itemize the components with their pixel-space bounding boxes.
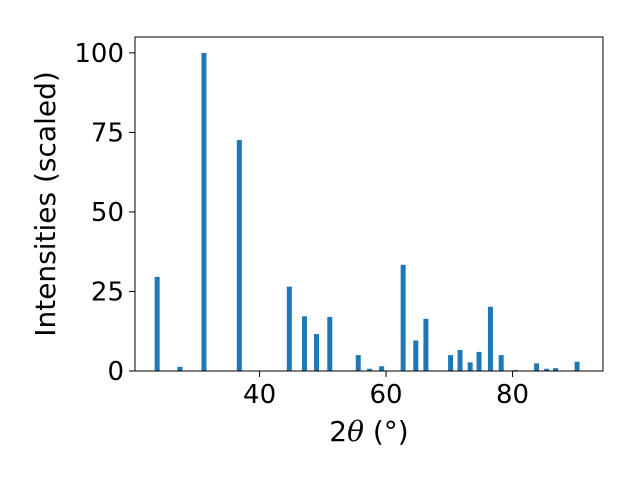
bar bbox=[476, 351, 482, 371]
bar bbox=[301, 316, 307, 371]
bar-group bbox=[154, 52, 580, 372]
bar bbox=[413, 340, 419, 371]
x-tick-label: 40 bbox=[243, 380, 276, 410]
bar bbox=[457, 350, 463, 371]
y-tick-label: 25 bbox=[91, 277, 124, 307]
bar bbox=[367, 368, 373, 371]
y-tick-label: 0 bbox=[107, 357, 124, 387]
bar bbox=[379, 366, 385, 371]
bar bbox=[154, 276, 160, 371]
bar bbox=[327, 316, 333, 371]
x-axis: 40 60 80 bbox=[243, 371, 529, 410]
bar bbox=[286, 286, 292, 371]
y-tick-label: 100 bbox=[74, 39, 124, 69]
bar bbox=[177, 366, 183, 371]
bar bbox=[355, 355, 361, 371]
bar bbox=[553, 368, 559, 371]
bar bbox=[467, 362, 473, 371]
bar bbox=[574, 361, 580, 371]
x-tick-label: 80 bbox=[496, 380, 529, 410]
plot-area-frame bbox=[134, 36, 604, 372]
y-tick-label: 50 bbox=[91, 198, 124, 228]
x-axis-label: 2θ (°) bbox=[329, 415, 408, 448]
bar bbox=[498, 355, 504, 371]
bar bbox=[448, 355, 454, 371]
bar bbox=[236, 140, 242, 371]
y-axis: 0 25 50 75 100 bbox=[74, 39, 135, 387]
bar bbox=[423, 318, 429, 371]
bar bbox=[201, 52, 207, 372]
y-tick-label: 75 bbox=[91, 118, 124, 148]
bar bbox=[487, 306, 493, 371]
bar bbox=[314, 334, 320, 371]
y-axis-label: Intensities (scaled) bbox=[29, 71, 62, 337]
x-tick-label: 60 bbox=[370, 380, 403, 410]
bar bbox=[534, 363, 540, 371]
bar bbox=[400, 264, 406, 371]
bar bbox=[544, 368, 550, 371]
